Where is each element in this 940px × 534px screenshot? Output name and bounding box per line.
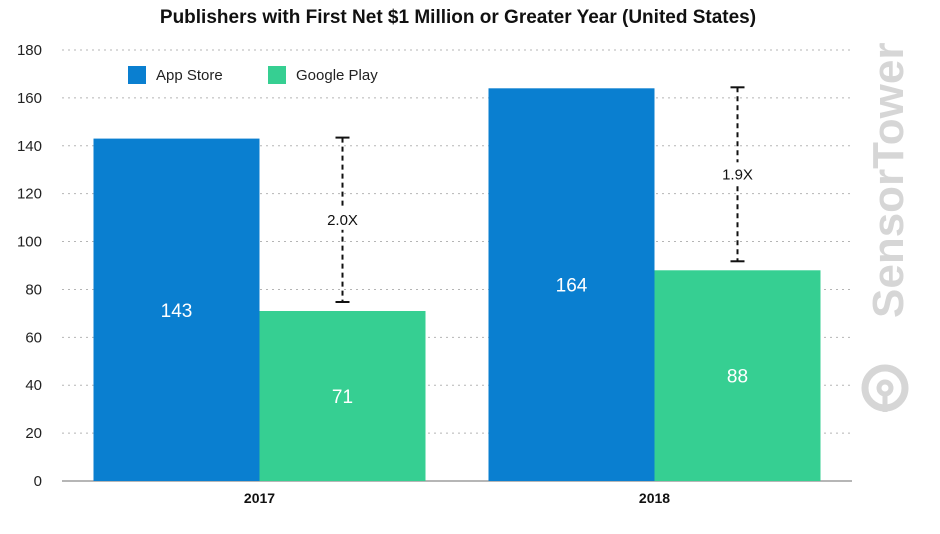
y-tick-label: 40: [25, 377, 42, 394]
bar: [259, 310, 426, 481]
sensor-tower-logo-icon: [861, 364, 909, 412]
legend-label: Google Play: [296, 67, 378, 84]
ratio-label: 2.0X: [327, 212, 358, 229]
bar-value-label: 88: [727, 367, 748, 388]
legend-swatch: [128, 66, 146, 84]
ratio-annotations: 2.0X 1.9X: [320, 86, 760, 303]
y-tick-label: 100: [17, 234, 42, 251]
y-tick-label: 180: [17, 42, 42, 59]
bar: [488, 88, 655, 482]
ratio-label-bg: [715, 162, 760, 185]
y-tick-label: 20: [25, 425, 42, 442]
ratio-label: 1.9X: [722, 166, 753, 183]
y-tick-label: 160: [17, 90, 42, 107]
x-tick-label: 2017: [244, 490, 275, 506]
legend-label: App Store: [156, 67, 223, 84]
legend-swatch: [268, 66, 286, 84]
ratio-label-bg: [320, 207, 365, 230]
bar: [654, 270, 821, 481]
y-tick-label: 120: [17, 186, 42, 203]
x-tick-label: 2018: [639, 490, 670, 506]
chart-title: Publishers with First Net $1 Million or …: [160, 7, 756, 28]
bar-value-label: 164: [556, 276, 588, 297]
y-tick-label: 140: [17, 138, 42, 155]
y-tick-label: 80: [25, 281, 42, 298]
bars: 143 71 2017 164 88 2018: [93, 88, 821, 506]
watermark-text: SensorTower: [864, 43, 913, 318]
y-tick-label: 60: [25, 329, 42, 346]
bar: [93, 138, 260, 481]
y-tick-label: 0: [34, 473, 42, 490]
watermark: SensorTower: [861, 43, 913, 412]
bar-value-label: 143: [161, 301, 193, 322]
legend: App Store Google Play: [128, 66, 378, 84]
bar-value-label: 71: [332, 387, 353, 408]
